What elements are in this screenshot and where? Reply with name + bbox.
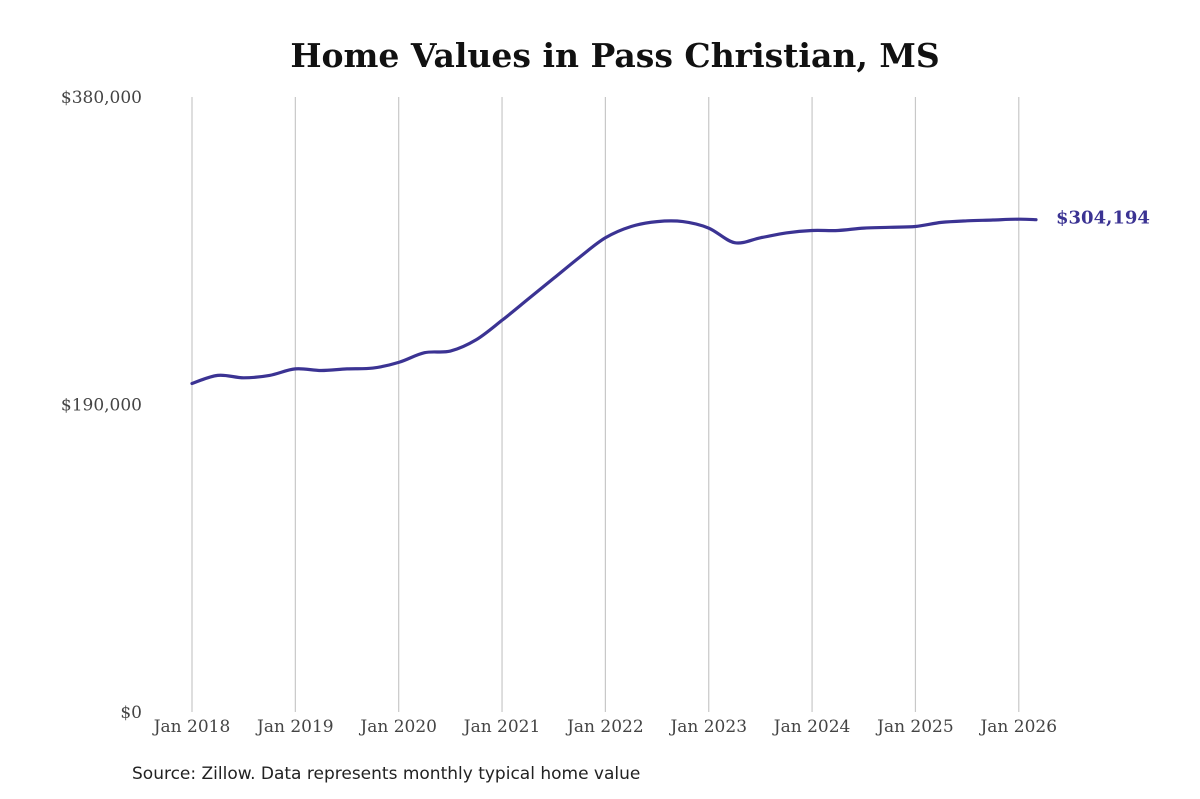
x-tick-label: Jan 2019 [255,717,334,737]
y-axis-ticks: $380,000 $190,000 $0 [61,88,142,723]
series-layer [190,217,1038,386]
x-tick-label: Jan 2023 [668,717,747,737]
x-tick-label: Jan 2025 [875,717,954,737]
end-value-label: $304,194 [1056,208,1150,229]
x-axis-ticks: Jan 2018 Jan 2019 Jan 2020 Jan 2021 Jan 2022… [152,717,1057,737]
x-tick-label: Jan 2026 [978,717,1057,737]
home-value-line [190,217,1038,386]
source-note: Source: Zillow. Data represents monthly … [132,764,641,784]
chart-title: Home Values in Pass Christian, MS [290,36,940,75]
x-tick-label: Jan 2022 [565,717,644,737]
y-tick-label: $380,000 [61,88,142,108]
x-tick-label: Jan 2018 [152,717,231,737]
x-tick-label: Jan 2020 [358,717,437,737]
x-tick-label: Jan 2021 [462,717,541,737]
end-label-layer: $304,194 [1056,208,1150,229]
y-tick-label: $0 [120,703,142,723]
y-tick-label: $190,000 [61,396,142,416]
x-tick-label: Jan 2024 [772,717,851,737]
gridlines [191,97,1020,712]
